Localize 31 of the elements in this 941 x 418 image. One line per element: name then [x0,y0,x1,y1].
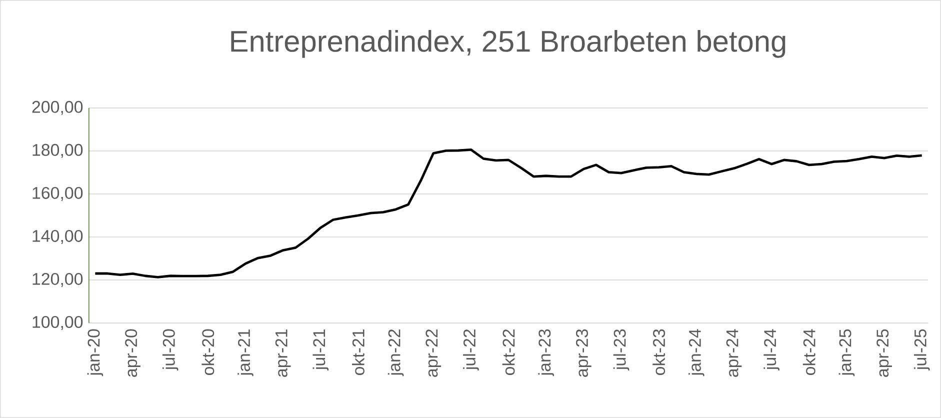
y-tick-label: 160,00 [32,186,83,201]
x-tick-label: apr-24 [726,329,742,377]
x-tick-label: jul-23 [613,329,630,371]
x-tick-label: okt-20 [202,329,214,376]
x-tick-label: jan-25 [838,329,855,376]
x-tick-label: jan-20 [87,329,104,376]
x-tick-label: jan-24 [688,329,704,376]
line-series [94,148,924,278]
x-tick-label: jul-24 [764,329,780,371]
x-tick-label: jul-25 [914,329,930,371]
x-tick-label: okt-23 [652,329,666,376]
x-tick-label: jul-21 [312,330,329,371]
y-tick-label: 120,00 [32,273,83,288]
x-tick-label: jul-22 [463,330,479,371]
chart-title: Entreprenadindex, 251 Broarbeten betong [231,30,786,58]
y-tick-label: 140,00 [32,230,83,244]
x-tick-label: okt-21 [352,329,364,376]
x-tick-label: jan-21 [238,330,254,376]
x-tick-label: jan-23 [538,329,554,376]
x-tick-label: jan-22 [388,330,404,376]
x-tick-label: apr-22 [426,330,442,377]
x-tick-label: okt-24 [802,329,816,376]
x-tick-label: apr-21 [275,330,291,377]
y-tick-label: 100,00 [32,316,83,330]
y-tick-label: 200,00 [32,100,83,115]
x-tick-label: apr-25 [876,329,892,377]
y-tick-label: 180,00 [32,144,83,158]
x-tick-label: jul-20 [162,329,178,371]
x-tick-label: apr-20 [125,329,140,377]
x-tick-label: okt-22 [502,330,515,376]
x-tick-label: apr-23 [576,329,592,377]
